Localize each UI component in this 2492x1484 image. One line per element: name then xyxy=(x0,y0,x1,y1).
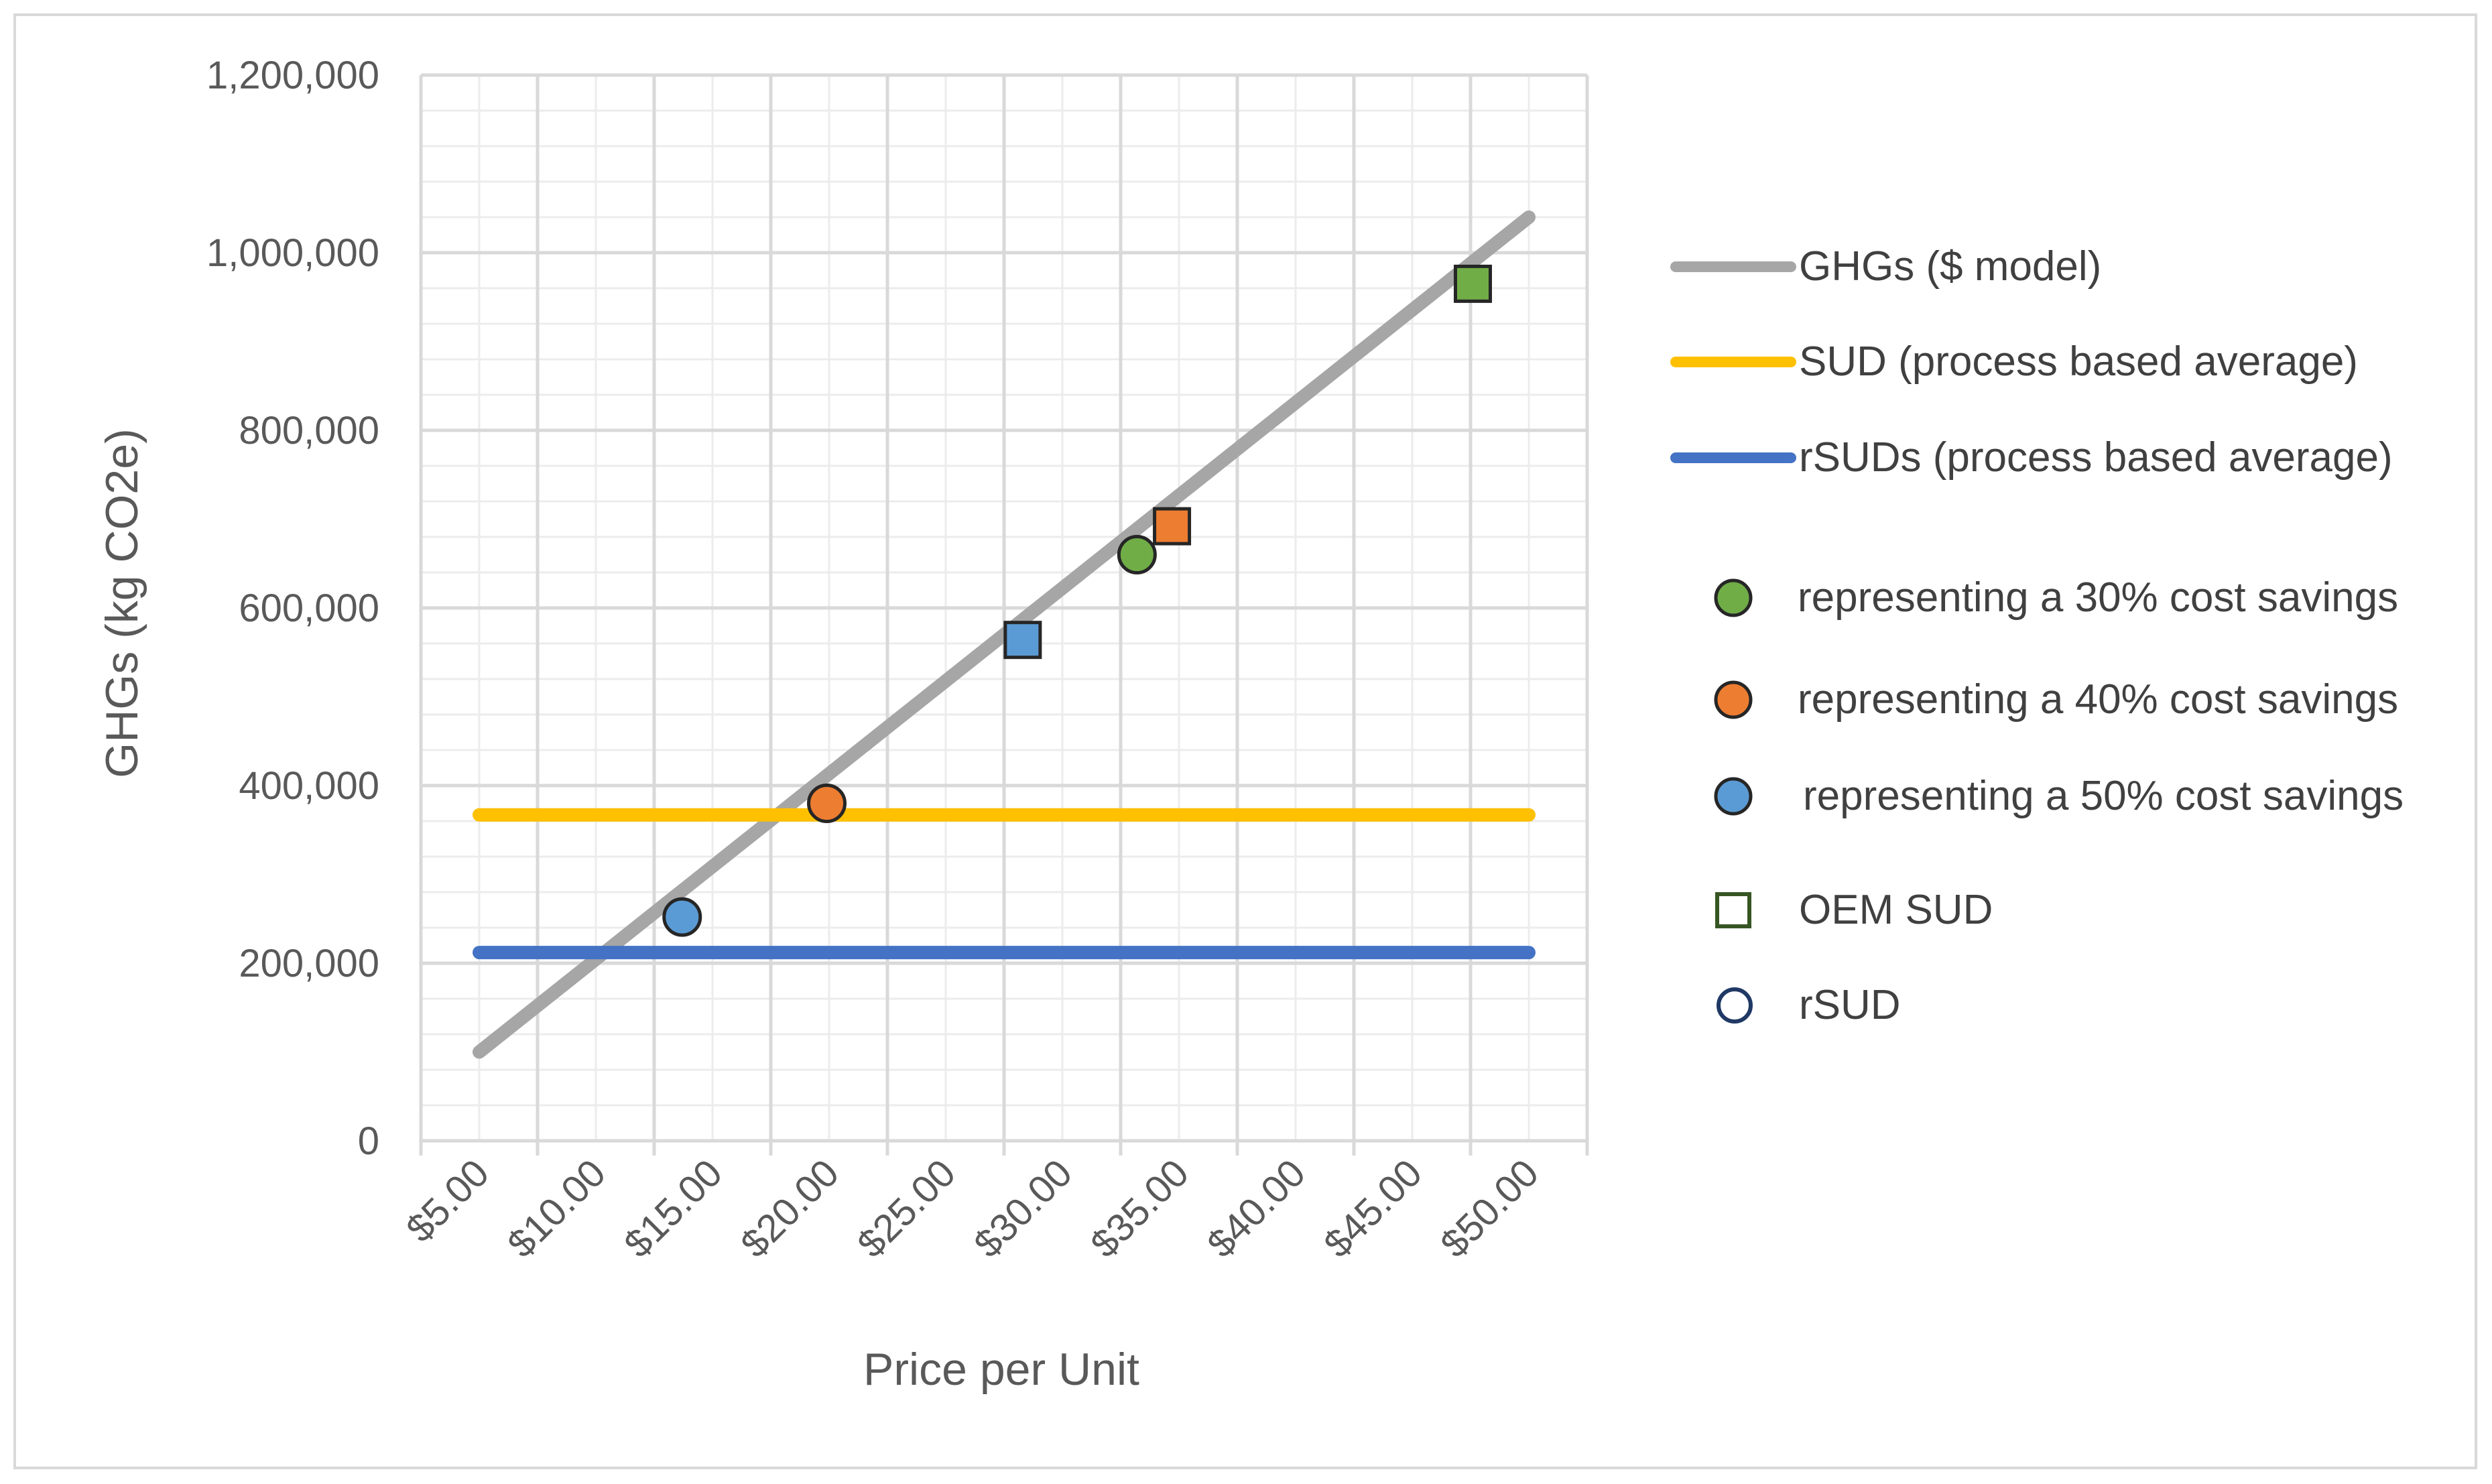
axes xyxy=(419,75,1589,1156)
data-point-square xyxy=(1153,507,1192,546)
legend-marker-swatch xyxy=(1714,680,1753,719)
x-tick-label: $25.00 xyxy=(849,1151,964,1265)
y-tick-label: 600,000 xyxy=(239,586,379,630)
y-tick-label: 800,000 xyxy=(239,409,379,452)
chart-frame xyxy=(13,13,2477,1469)
data-point-circle xyxy=(1117,535,1157,574)
x-tick-label: $10.00 xyxy=(499,1151,614,1265)
legend-entry-label: representing a 50% cost savings xyxy=(1803,773,2404,819)
legend: GHGs ($ model) SUD (process based average… xyxy=(1670,243,2404,1028)
x-tick-label: $40.00 xyxy=(1199,1151,1314,1265)
data-point-square xyxy=(1003,621,1042,660)
x-tick-label: $20.00 xyxy=(733,1151,847,1265)
x-axis-title: Price per Unit xyxy=(863,1344,1139,1395)
legend-marker-swatch xyxy=(1714,578,1753,617)
legend-entry-label: SUD (process based average) xyxy=(1799,338,2358,385)
legend-entry-label: GHGs ($ model) xyxy=(1799,243,2101,290)
y-tick-label: 1,000,000 xyxy=(206,231,379,275)
data-point-circle xyxy=(807,784,847,823)
y-axis-title: GHGs (kg CO2e) xyxy=(97,428,147,778)
data-point-circle xyxy=(662,897,702,937)
legend-shape-swatch xyxy=(1715,892,1751,928)
data-markers xyxy=(662,264,1492,937)
legend-marker-swatch xyxy=(1714,777,1753,816)
x-tick-labels: $5.00 $10.00 $15.00 $20.00 $25.00 $30.00 $35.0… xyxy=(398,1151,1548,1265)
x-tick-label: $30.00 xyxy=(966,1151,1080,1265)
legend-entry-label: representing a 30% cost savings xyxy=(1798,574,2398,621)
legend-shape-swatch xyxy=(1717,987,1753,1024)
x-tick-label: $45.00 xyxy=(1316,1151,1430,1265)
legend-entry-label: OEM SUD xyxy=(1799,887,1993,933)
y-tick-label: 200,000 xyxy=(239,942,379,985)
legend-entry-label: rSUDs (process based average) xyxy=(1799,434,2393,481)
y-tick-label: 400,000 xyxy=(239,764,379,808)
x-tick-label: $15.00 xyxy=(616,1151,731,1265)
y-tick-label: 0 xyxy=(358,1119,379,1163)
legend-entry-label: rSUD xyxy=(1799,982,1901,1028)
y-tick-labels: 0 200,000 400,000 600,000 800,000 1,000,000 1,… xyxy=(206,54,379,1163)
y-tick-label: 1,200,000 xyxy=(206,54,379,97)
x-tick-label: $5.00 xyxy=(398,1151,498,1251)
data-point-square xyxy=(1453,264,1492,303)
x-tick-label: $35.00 xyxy=(1082,1151,1197,1265)
legend-entry-label: representing a 40% cost savings xyxy=(1798,676,2398,723)
x-tick-label: $50.00 xyxy=(1432,1151,1547,1265)
